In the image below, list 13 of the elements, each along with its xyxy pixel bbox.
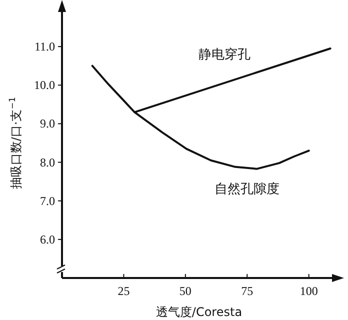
y-tick-label: 10.0	[34, 78, 55, 92]
x-tick-label: 100	[300, 284, 318, 298]
y-tick-label: 9.0	[40, 116, 55, 131]
x-tick-label: 50	[179, 284, 192, 298]
y-tick-label: 8.0	[40, 155, 55, 170]
series-label: 静电穿孔	[198, 47, 250, 62]
y-tick-label: 7.0	[40, 194, 55, 208]
y-tick-label: 11.0	[34, 40, 55, 54]
x-tick-label: 25	[118, 284, 130, 298]
series-label: 自然孔隙度	[214, 180, 280, 197]
x-axis-title: 透气度/Coresta	[156, 305, 242, 319]
y-tick-label: 6.0	[40, 232, 55, 246]
x-tick-label: 75	[241, 284, 254, 298]
